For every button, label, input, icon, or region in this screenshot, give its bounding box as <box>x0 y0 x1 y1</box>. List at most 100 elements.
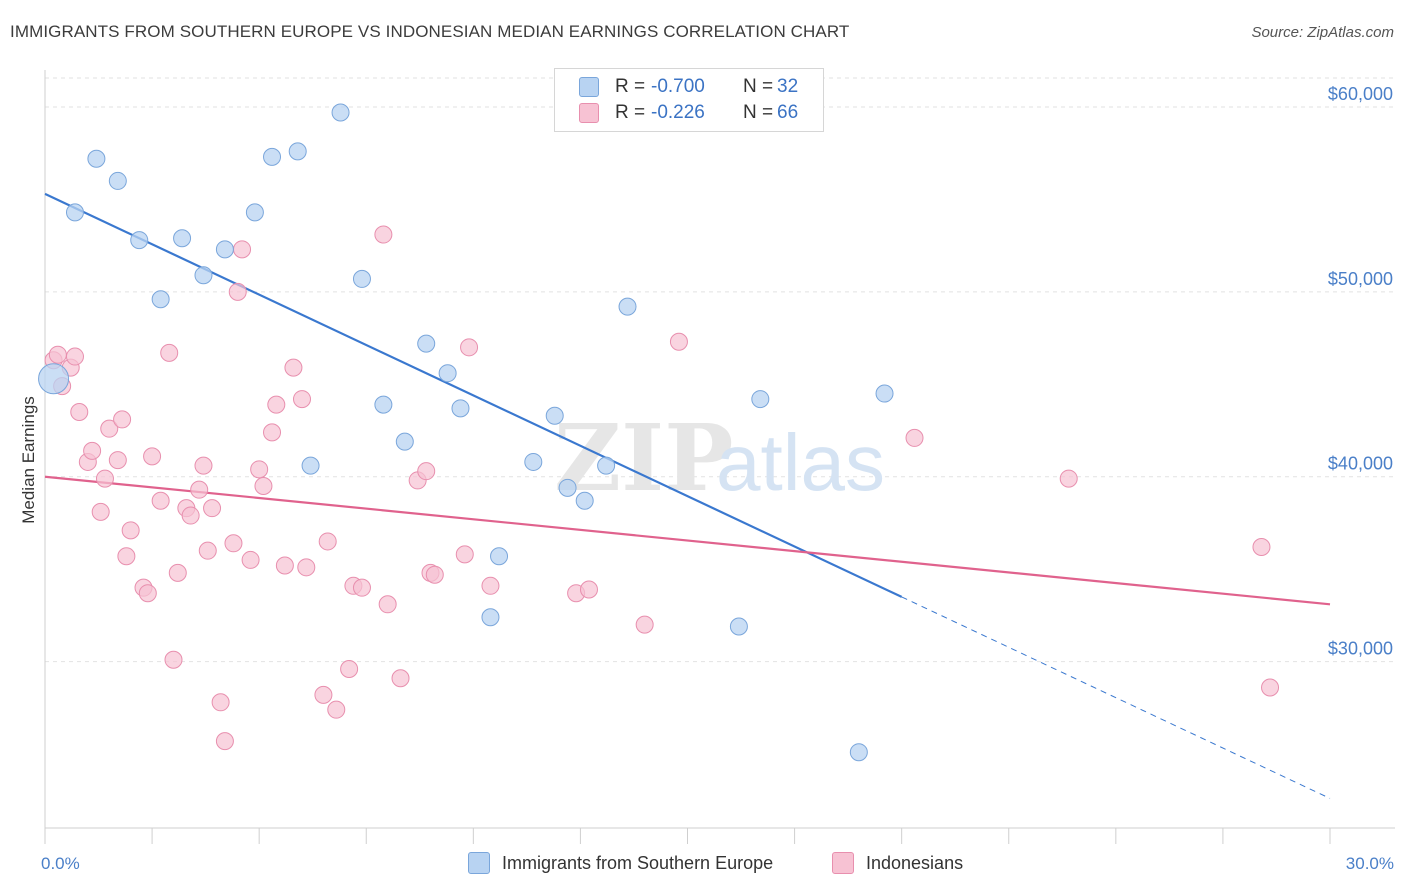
point-southern-europe <box>849 743 868 762</box>
y-tick-label: $50,000 <box>1328 269 1393 289</box>
point-indonesians <box>215 732 234 751</box>
point-southern-europe <box>558 478 577 497</box>
legend-r-value: -0.700 <box>651 76 705 97</box>
point-indonesians <box>203 499 222 518</box>
point-indonesians <box>455 545 474 564</box>
point-southern-europe <box>263 147 282 166</box>
point-indonesians <box>95 469 114 488</box>
point-indonesians <box>108 451 127 470</box>
point-indonesians <box>417 462 436 481</box>
point-southern-europe <box>597 456 616 475</box>
point-indonesians <box>138 584 157 603</box>
point-southern-europe <box>751 390 770 409</box>
watermark: ZIP atlas <box>554 404 885 512</box>
point-indonesians <box>905 428 924 447</box>
point-indonesians <box>1261 678 1280 697</box>
point-indonesians <box>143 447 162 466</box>
point-indonesians <box>160 343 179 362</box>
legend-item-label: Immigrants from Southern Europe <box>502 852 774 873</box>
point-southern-europe <box>545 406 564 425</box>
legend-swatch-pink <box>579 103 599 123</box>
chart-title: IMMIGRANTS FROM SOUTHERN EUROPE VS INDON… <box>10 22 850 41</box>
stats-legend: R = -0.700 N = 32 R = -0.226 N = 66 <box>554 68 824 132</box>
point-indonesians <box>352 578 371 597</box>
point-indonesians <box>48 345 67 364</box>
point-southern-europe <box>481 608 500 627</box>
point-southern-europe <box>288 142 307 161</box>
y-tick-label: $60,000 <box>1328 84 1393 104</box>
legend-row-indonesians: R = -0.226 N = 66 <box>579 100 798 126</box>
watermark-atlas: atlas <box>716 418 885 507</box>
trend-line-southern-europe <box>44 192 903 598</box>
trend-line-indonesians <box>44 475 1331 606</box>
bottom-legend: Immigrants from Southern Europe Indonesi… <box>0 852 1406 878</box>
point-indonesians <box>263 423 282 442</box>
y-tick-label: $40,000 <box>1328 454 1393 474</box>
point-indonesians <box>391 669 410 688</box>
point-southern-europe <box>729 617 748 636</box>
point-indonesians <box>314 685 333 704</box>
point-southern-europe <box>65 203 84 222</box>
legend-n-value: 66 <box>777 102 799 123</box>
point-indonesians <box>181 506 200 525</box>
point-indonesians <box>65 347 84 366</box>
point-southern-europe <box>395 432 414 451</box>
y-axis-title: Median Earnings <box>19 396 38 524</box>
grid-layer <box>45 77 1395 663</box>
point-indonesians <box>117 547 136 566</box>
point-southern-europe <box>575 491 594 510</box>
legend-n-value: 32 <box>777 76 799 97</box>
legend-row-southern-europe: R = -0.700 N = 32 <box>579 74 798 100</box>
point-indonesians <box>254 476 273 495</box>
point-indonesians <box>275 556 294 575</box>
point-southern-europe <box>438 364 457 383</box>
axis-layer: $30,000 $40,000 $50,000 $60,000 0.0% 30.0% <box>41 70 1395 873</box>
point-indonesians <box>669 332 688 351</box>
point-southern-europe <box>151 290 170 309</box>
point-southern-europe <box>490 547 509 566</box>
x-tick-label-max: 30.0% <box>1346 854 1394 873</box>
point-indonesians <box>198 541 217 560</box>
trend-layer <box>44 192 1331 799</box>
point-indonesians <box>83 441 102 460</box>
x-tick-label-min: 0.0% <box>41 854 80 873</box>
point-southern-europe <box>352 269 371 288</box>
point-southern-europe <box>194 266 213 285</box>
point-indonesians <box>250 460 269 479</box>
point-indonesians <box>151 491 170 510</box>
point-southern-europe <box>451 399 470 418</box>
point-southern-europe <box>245 203 264 222</box>
legend-item-southern-europe[interactable]: Immigrants from Southern Europe <box>468 852 773 874</box>
point-southern-europe <box>173 229 192 248</box>
point-indonesians <box>164 650 183 669</box>
point-indonesians <box>318 532 337 551</box>
point-southern-europe <box>38 363 70 395</box>
point-indonesians <box>481 576 500 595</box>
point-indonesians <box>241 550 260 569</box>
point-indonesians <box>121 521 140 540</box>
point-indonesians <box>233 240 252 259</box>
legend-swatch-blue <box>579 77 599 97</box>
point-indonesians <box>113 410 132 429</box>
point-southern-europe <box>130 231 149 250</box>
point-indonesians <box>460 338 479 357</box>
point-indonesians <box>284 358 303 377</box>
point-southern-europe <box>374 395 393 414</box>
point-southern-europe <box>108 171 127 190</box>
point-southern-europe <box>524 452 543 471</box>
point-southern-europe <box>331 103 350 122</box>
point-indonesians <box>1059 469 1078 488</box>
legend-item-indonesians[interactable]: Indonesians <box>832 852 963 874</box>
legend-r-label: R = <box>615 76 646 97</box>
point-indonesians <box>327 700 346 719</box>
legend-n-label: N = <box>743 102 774 123</box>
legend-item-label: Indonesians <box>866 852 964 873</box>
point-indonesians <box>224 534 243 553</box>
point-indonesians <box>100 419 119 438</box>
point-southern-europe <box>618 297 637 316</box>
point-indonesians <box>374 225 393 244</box>
legend-r-label: R = <box>615 102 646 123</box>
legend-swatch-blue <box>468 852 490 874</box>
point-southern-europe <box>301 456 320 475</box>
